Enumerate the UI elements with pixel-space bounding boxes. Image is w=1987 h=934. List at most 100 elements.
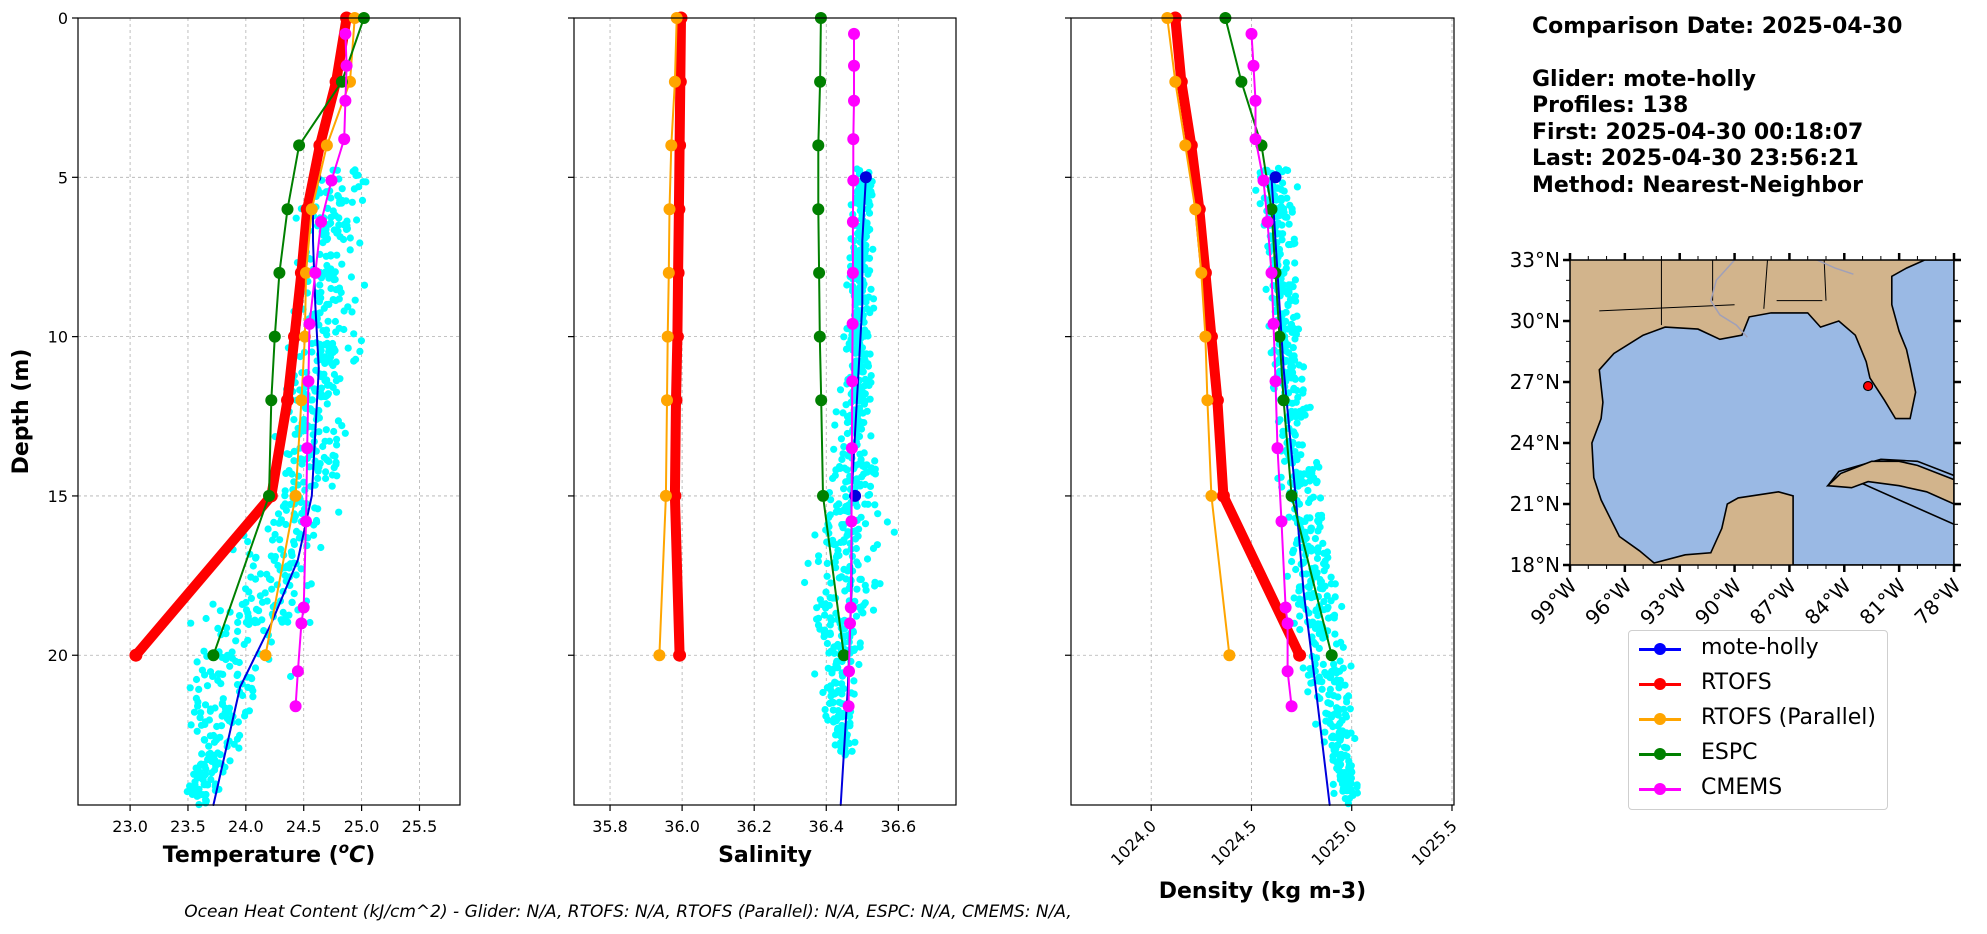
glider-scatter-point <box>315 428 323 436</box>
map-lon-label: 84°W <box>1800 573 1856 629</box>
legend-label: RTOFS <box>1701 670 1772 695</box>
glider-scatter-point <box>1262 285 1270 293</box>
glider-scatter-point <box>839 538 848 546</box>
glider-scatter-point <box>290 590 298 598</box>
glider-scatter-point <box>209 672 217 681</box>
glider-scatter-point <box>1288 353 1296 361</box>
glider-scatter-point <box>223 624 231 632</box>
glider-scatter-point <box>359 178 367 186</box>
glider-scatter-point <box>864 270 872 278</box>
series-marker <box>305 203 318 216</box>
glider-scatter-point <box>826 594 834 602</box>
glider-scatter-point <box>201 720 209 729</box>
glider-scatter-point <box>290 447 298 455</box>
map-lon-label: 99°W <box>1526 573 1582 629</box>
glider-scatter-point <box>1306 527 1315 535</box>
map-lon-label: 96°W <box>1580 573 1636 629</box>
glider-scatter-point <box>199 791 207 799</box>
glider-scatter-point <box>842 478 850 486</box>
series-mote-holly <box>1270 176 1331 806</box>
series-marker <box>661 330 674 343</box>
glider-scatter-point <box>1277 185 1285 194</box>
glider-scatter-point <box>330 464 338 472</box>
series-marker <box>273 266 286 279</box>
glider-scatter-point <box>1283 347 1291 356</box>
glider-scatter-point <box>228 648 236 656</box>
glider-scatter-point <box>1280 205 1288 213</box>
series-marker <box>1249 94 1262 107</box>
series-marker <box>1169 75 1182 88</box>
unit-c: C <box>349 843 365 868</box>
glider-scatter-point <box>205 716 213 724</box>
glider-scatter-point <box>247 594 255 603</box>
glider-scatter-point <box>1335 735 1343 743</box>
glider-scatter-point <box>193 658 201 666</box>
glider-scatter-point <box>1303 514 1311 522</box>
series-mote-holly <box>1269 171 1282 184</box>
glider-scatter-point <box>327 251 335 259</box>
glider-scatter-point <box>1315 644 1323 653</box>
glider-scatter-point <box>870 304 878 312</box>
glider-scatter-point <box>1313 458 1321 467</box>
glider-scatter-point <box>1279 179 1287 187</box>
glider-scatter-point <box>890 528 898 536</box>
series-marker <box>300 515 312 528</box>
y-tick-label: 20 <box>48 646 68 665</box>
glider-scatter-point <box>1296 626 1304 634</box>
glider-scatter-point <box>1333 708 1341 717</box>
glider-scatter-point <box>864 362 873 370</box>
series-rtofs-parallel <box>653 12 683 662</box>
glider-scatter-point <box>1291 375 1299 383</box>
glider-scatter-point <box>292 571 300 579</box>
info-panel: Comparison Date: 2025-04-30 Glider: mote… <box>1532 14 1902 199</box>
glider-scatter-point <box>242 598 250 607</box>
glider-scatter-point <box>251 664 260 672</box>
glider-scatter-point <box>1347 662 1355 670</box>
glider-scatter-point <box>1322 562 1330 570</box>
glider-scatter-point <box>855 660 863 669</box>
glider-scatter-point <box>861 500 869 508</box>
glider-scatter-point <box>827 616 835 624</box>
glider-scatter-point <box>196 761 204 769</box>
glider-scatter-point <box>202 765 210 773</box>
glider-scatter-point <box>1292 539 1300 548</box>
glider-scatter-point <box>324 317 332 325</box>
glider-scatter-point <box>1318 685 1326 693</box>
glider-scatter-point <box>335 221 343 229</box>
glider-scatter-point <box>1343 698 1351 706</box>
glider-scatter-point <box>1289 344 1297 352</box>
glider-scatter-point <box>214 624 222 633</box>
glider-scatter-point <box>213 722 221 731</box>
series-marker <box>665 139 678 152</box>
glider-scatter-point <box>195 685 203 694</box>
glider-scatter-point <box>352 355 360 363</box>
glider-scatter-point <box>347 273 355 281</box>
glider-scatter-point <box>852 335 860 343</box>
legend-marker <box>1654 748 1666 760</box>
glider-scatter-point <box>854 561 862 569</box>
series-marker <box>1249 133 1262 146</box>
chart-panel-1: 23.0 23.5 24.0 24.5 25.0 25.5 0 5 10 15 20 Temperat… <box>9 9 461 868</box>
series-marker <box>814 75 827 88</box>
glider-scatter-point <box>853 585 861 593</box>
glider-scatter-point <box>1343 731 1351 740</box>
glider-scatter-point <box>1327 673 1335 681</box>
series-marker <box>268 330 281 343</box>
series-marker <box>291 665 304 678</box>
glider-scatter-point <box>1326 685 1334 694</box>
glider-scatter-point <box>202 614 210 623</box>
glider-scatter-point <box>1289 313 1298 322</box>
map: 33°N 30°N 27°N 24°N 21°N 18°N99°W96°W93°W90°W… <box>1510 248 1966 630</box>
series-marker <box>303 317 316 330</box>
glider-scatter-point <box>1327 580 1335 588</box>
glider-scatter-point <box>1299 363 1308 371</box>
series-marker <box>1216 489 1230 503</box>
series-marker <box>845 515 858 528</box>
series-marker <box>1269 171 1282 184</box>
glider-scatter-point <box>1295 441 1303 449</box>
glider-scatter-point <box>1318 678 1326 686</box>
method: Method: Nearest-Neighbor <box>1532 172 1863 198</box>
glider-scatter-point <box>260 627 268 635</box>
glider-scatter-point <box>256 592 264 600</box>
glider-scatter-point <box>850 677 858 685</box>
